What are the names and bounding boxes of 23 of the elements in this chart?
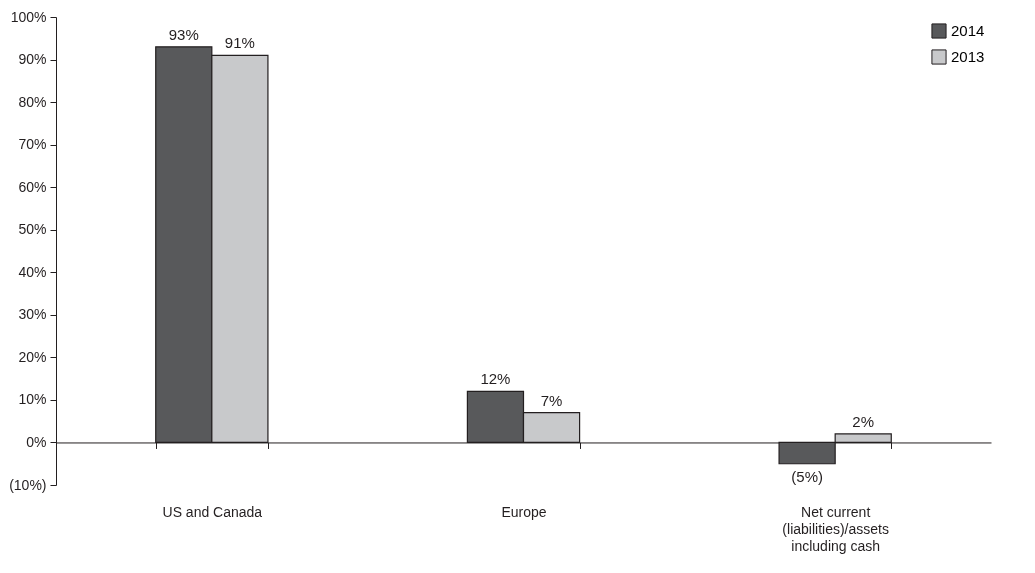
y-tick-label: 30% [18,306,47,323]
x-tick-label: US and Canada [162,503,263,520]
data-label: 7% [540,391,563,409]
x-tick-label: Europe [501,503,547,520]
legend-label: 2014 [951,22,985,39]
y-tick-label: 50% [18,221,47,238]
data-label: 93% [168,25,199,43]
y-tick-label: 70% [18,136,47,153]
y-tick-label: 60% [18,178,47,195]
y-tick-label: 20% [18,348,47,365]
data-label: 2% [852,412,875,430]
y-tick-label: 80% [18,93,47,110]
y-tick-label: 90% [18,51,47,68]
data-label: 12% [480,370,511,388]
data-label: (5%) [791,467,823,485]
legend-label: 2013 [951,48,985,65]
x-tick-label: Net current (liabilities)/assets including cash [782,503,889,554]
y-tick-label: 10% [18,391,47,408]
data-label: 91% [224,34,255,52]
y-tick-label: (10%) [9,476,47,493]
y-tick-label: 0% [26,433,47,450]
y-tick-label: 40% [18,263,47,280]
y-tick-label: 100% [10,8,47,25]
